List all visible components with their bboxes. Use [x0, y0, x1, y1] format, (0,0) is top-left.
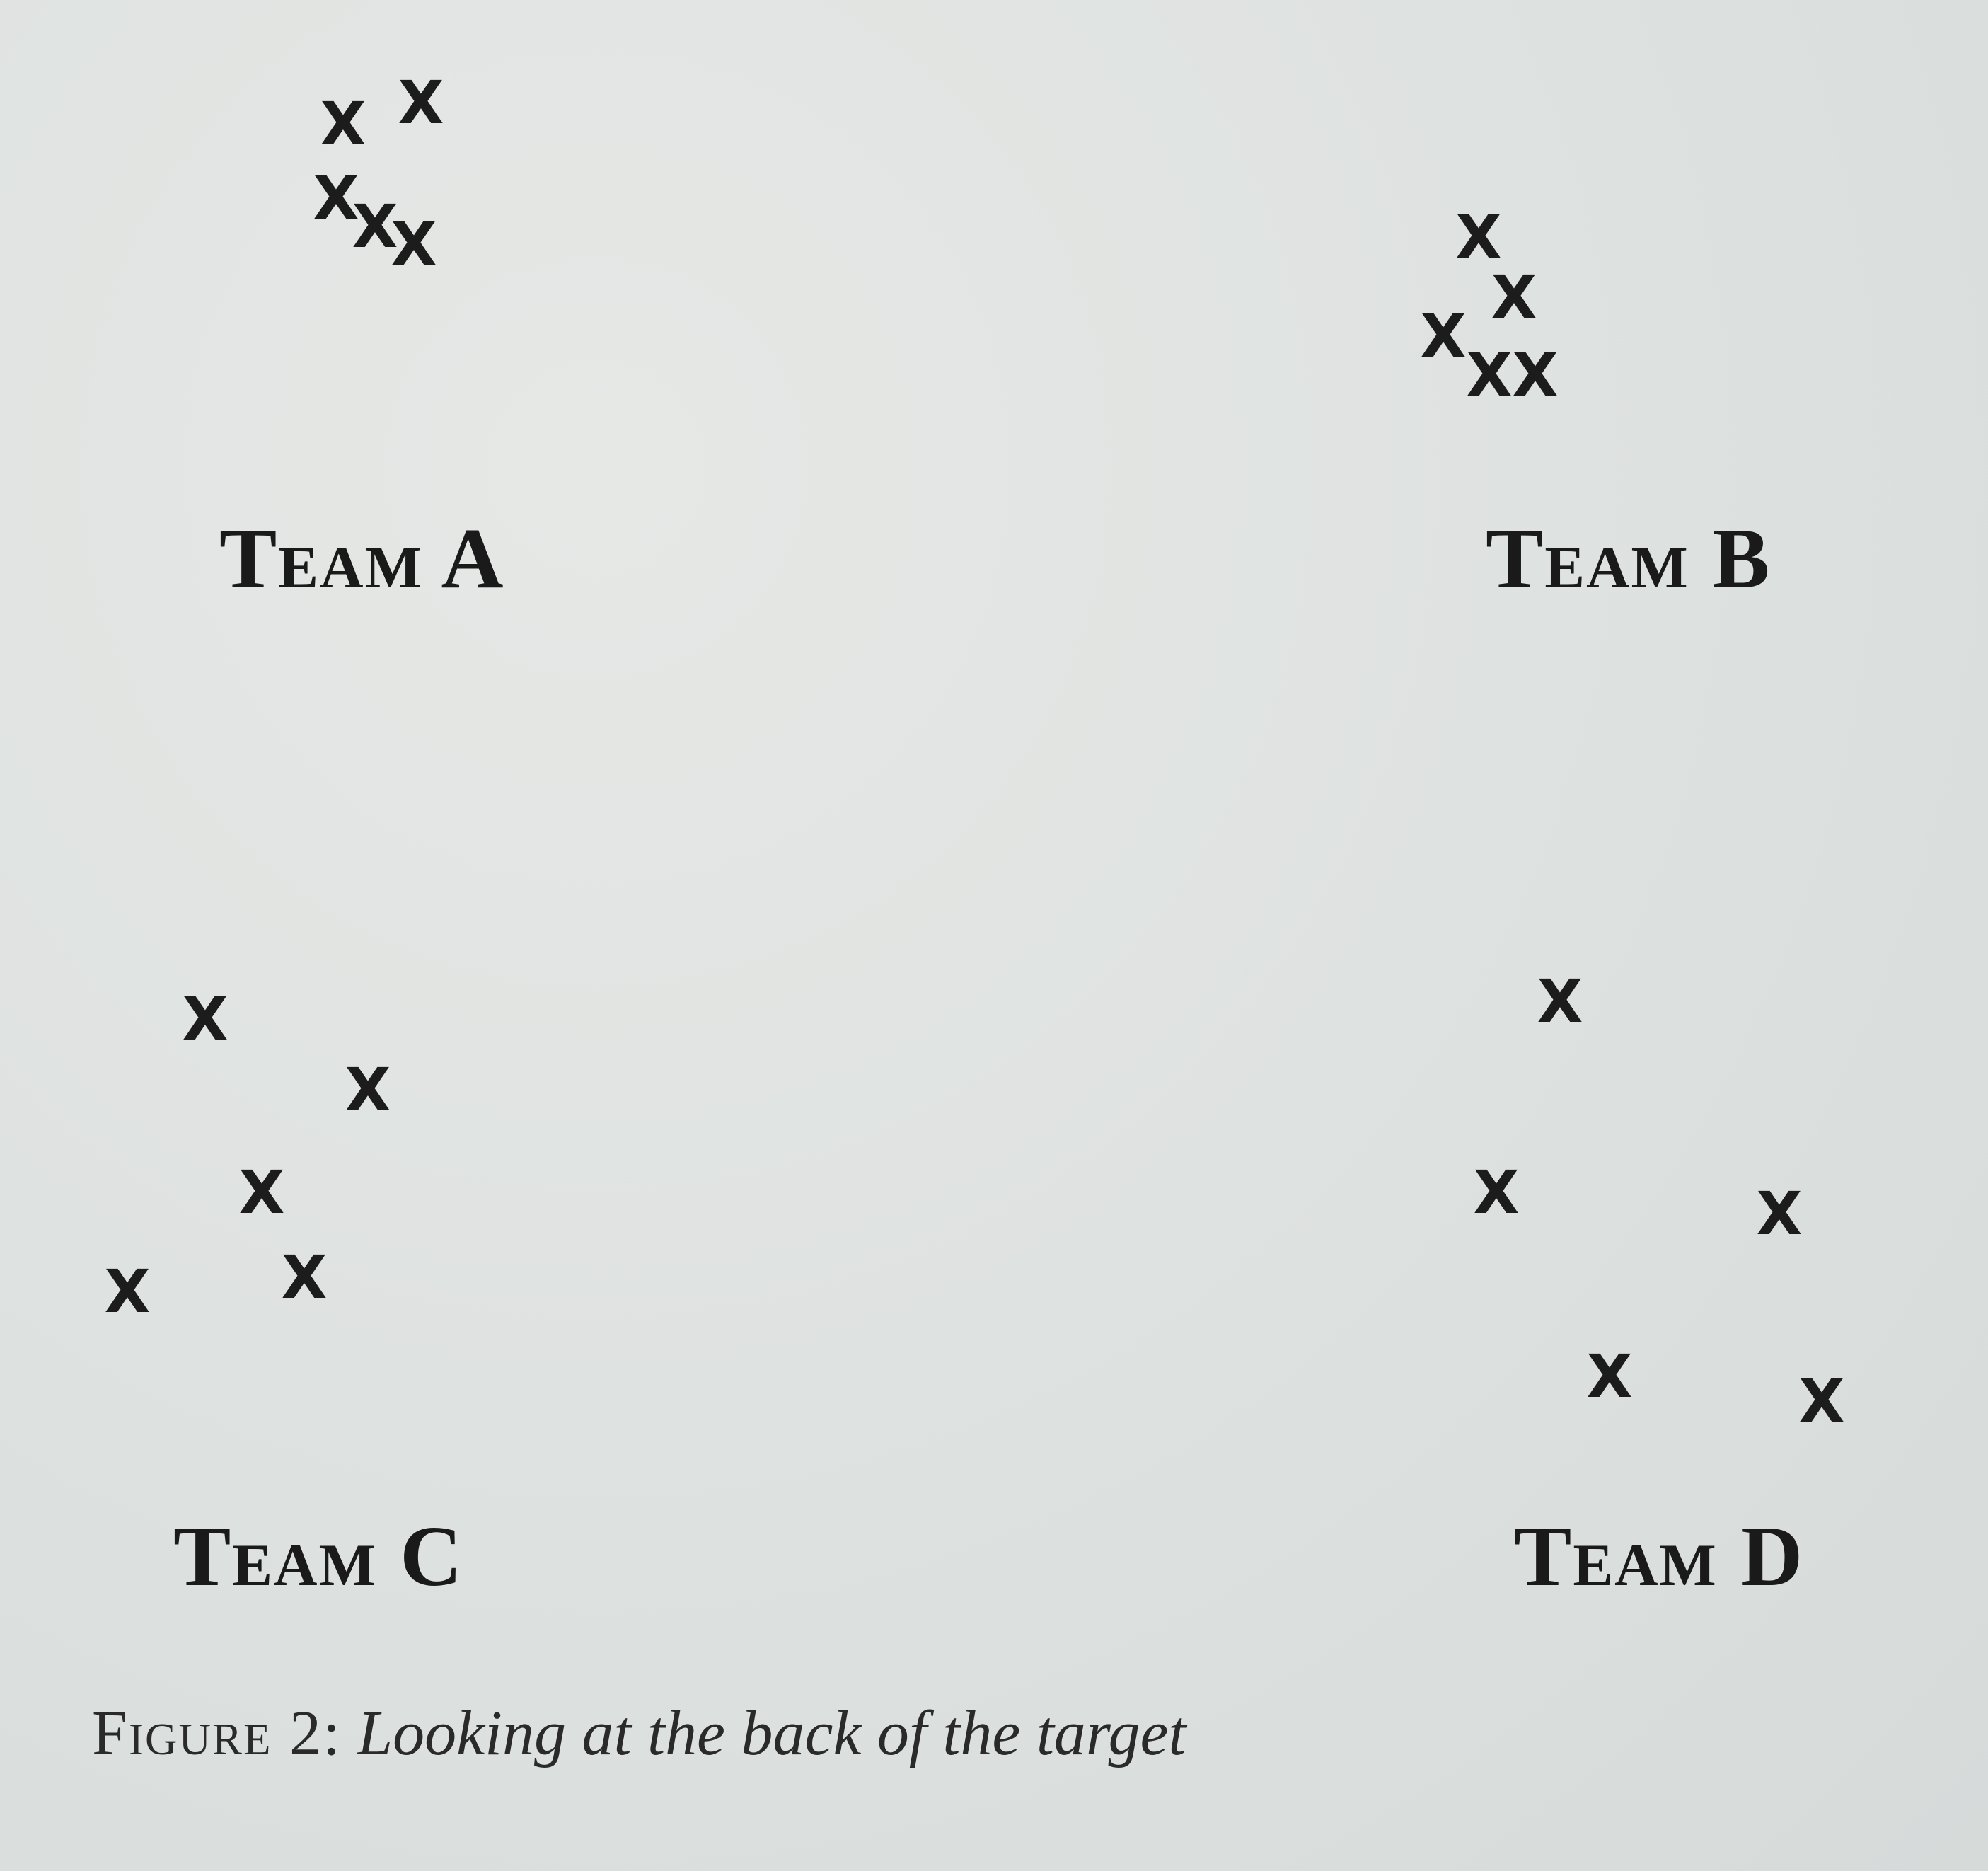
- team-a-shot-mark: X: [391, 209, 437, 279]
- team-c-shot-mark: X: [238, 1158, 285, 1227]
- team-b-shot-mark: X: [1455, 202, 1502, 272]
- team-d-shot-mark: X: [1756, 1179, 1803, 1248]
- team-b-label: Team B: [1486, 511, 1772, 606]
- team-d-label: Team D: [1514, 1509, 1805, 1604]
- team-d-shot-mark: X: [1798, 1366, 1845, 1436]
- team-c-shot-mark: X: [345, 1055, 391, 1124]
- figure-caption-text: Looking at the back of the target: [357, 1698, 1186, 1768]
- team-b-shot-mark: X: [1420, 301, 1467, 371]
- team-b-shot-mark: X: [1491, 263, 1537, 332]
- team-d-shot-mark: X: [1537, 967, 1583, 1036]
- team-c-shot-mark: X: [281, 1243, 328, 1312]
- team-c-shot-mark: X: [182, 984, 229, 1054]
- team-c-shot-mark: X: [104, 1257, 151, 1326]
- team-a-label: Team A: [219, 511, 505, 606]
- team-a-shot-mark: X: [313, 163, 359, 233]
- team-b-shot-mark: X: [1466, 340, 1513, 410]
- team-a-shot-mark: X: [352, 192, 398, 261]
- team-d-panel: X X X X X Team D: [1436, 941, 1931, 1620]
- team-b-shot-mark: X: [1512, 340, 1559, 410]
- team-a-shot-mark: X: [398, 68, 444, 137]
- team-a-shot-mark: X: [320, 89, 366, 159]
- team-d-shot-mark: X: [1586, 1342, 1633, 1411]
- team-d-shot-mark: X: [1473, 1158, 1520, 1227]
- figure-number: Figure 2:: [92, 1698, 342, 1768]
- figure-caption: Figure 2: Looking at the back of the targ…: [92, 1697, 1186, 1770]
- team-c-label: Team C: [173, 1509, 464, 1604]
